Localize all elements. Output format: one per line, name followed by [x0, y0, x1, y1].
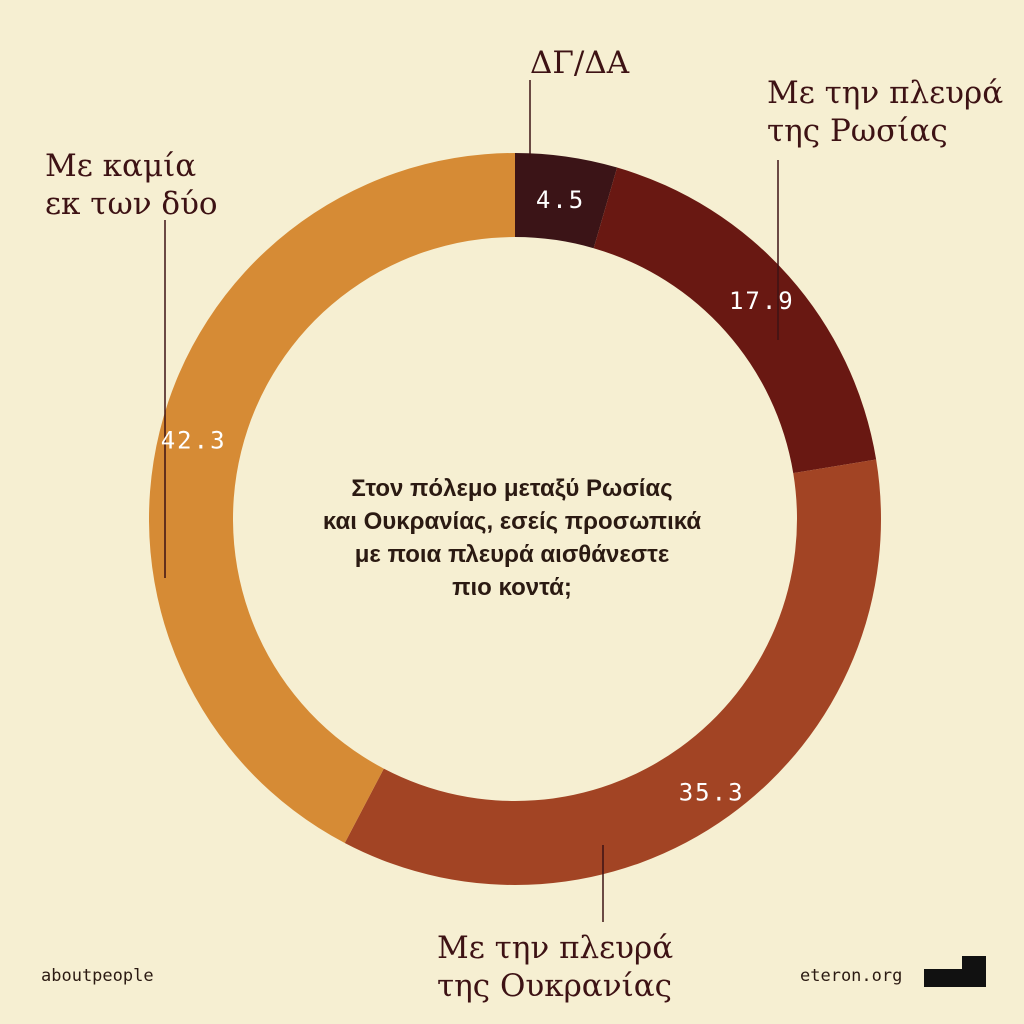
value-label-neither: 42.3 — [161, 427, 227, 455]
slice-ukraine — [344, 459, 882, 885]
slice-neither — [148, 152, 515, 843]
question-text: Στον πόλεμο μεταξύ Ρωσίας και Ουκρανίας,… — [322, 475, 702, 601]
value-label-dgda: 4.5 — [536, 186, 585, 214]
value-label-ukraine: 35.3 — [679, 778, 745, 806]
label-dgda: ΔΓ/ΔΑ — [530, 45, 630, 81]
footer-site: eteron.org — [800, 966, 903, 986]
slice-russia — [593, 167, 877, 474]
eteron-logo-icon — [924, 956, 986, 987]
value-label-russia: 17.9 — [729, 287, 795, 315]
label-russia: Με την πλευρά της Ρωσίας — [767, 75, 1004, 149]
footer-source: aboutpeople — [41, 966, 154, 986]
label-ukraine: Με την πλευρά της Ουκρανίας — [437, 930, 674, 1004]
slice-dgda — [515, 153, 618, 249]
label-neither: Με καμία εκ των δύο — [45, 148, 218, 222]
